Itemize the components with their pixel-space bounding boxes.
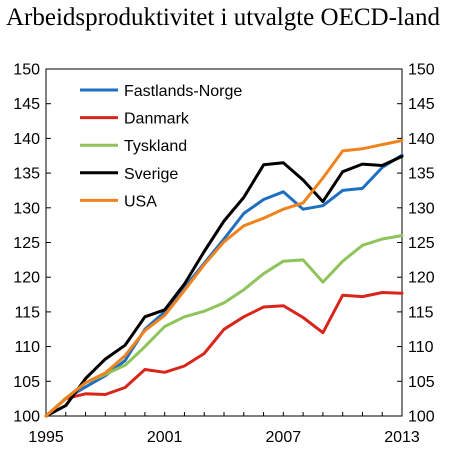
y-tick-label-right: 150 [408, 62, 435, 79]
y-axis-right: 100 105 110 115 120 125 130 135 140 145 150 [397, 62, 435, 426]
y-tick-label-right: 110 [408, 339, 434, 356]
legend-label: Tyskland [124, 138, 187, 155]
y-tick-label-left: 140 [13, 131, 40, 148]
y-tick-label-left: 135 [13, 166, 40, 183]
y-tick-label-left: 145 [13, 96, 40, 113]
series-line-usa [44, 139, 404, 418]
legend-label: Sverige [124, 166, 178, 183]
y-tick-label-right: 145 [408, 96, 435, 113]
y-tick-label-right: 115 [408, 304, 434, 321]
y-tick-label-left: 130 [13, 200, 40, 217]
y-tick-label-right: 100 [408, 409, 435, 426]
y-tick-label-right: 120 [408, 270, 435, 287]
chart-title: Arbeidsproduktivitet i utvalgte OECD-lan… [6, 4, 440, 31]
series-lines [44, 139, 404, 418]
legend: Fastlands-Norge Danmark Tyskland Sverige USA [80, 83, 242, 210]
legend-label: Fastlands-Norge [124, 83, 242, 100]
y-tick-label-left: 105 [13, 374, 40, 391]
x-tick-label: 2001 [147, 429, 183, 446]
y-axis-left: 100 105 110 115 120 125 130 135 140 145 150 [13, 62, 51, 426]
y-tick-label-right: 130 [408, 200, 435, 217]
x-axis: 1995 2001 2007 2013 [28, 412, 420, 446]
y-tick-label-left: 100 [13, 409, 40, 426]
y-tick-label-left: 125 [13, 235, 40, 252]
series-line-sverige [44, 154, 404, 418]
x-tick-label: 2013 [384, 429, 420, 446]
y-tick-label-right: 140 [408, 131, 435, 148]
y-tick-label-left: 110 [14, 339, 40, 356]
series-line-tyskland [44, 234, 404, 418]
y-tick-label-left: 150 [13, 62, 40, 79]
series-line-danmark [44, 291, 404, 418]
x-tick-label: 1995 [28, 429, 64, 446]
y-tick-label-left: 115 [14, 304, 40, 321]
y-tick-label-right: 125 [408, 235, 435, 252]
y-tick-label-left: 120 [13, 270, 40, 287]
legend-label: USA [124, 193, 157, 210]
x-tick-label: 2007 [266, 429, 302, 446]
y-tick-label-right: 135 [408, 166, 435, 183]
y-tick-label-right: 105 [408, 374, 435, 391]
legend-label: Danmark [124, 111, 190, 128]
